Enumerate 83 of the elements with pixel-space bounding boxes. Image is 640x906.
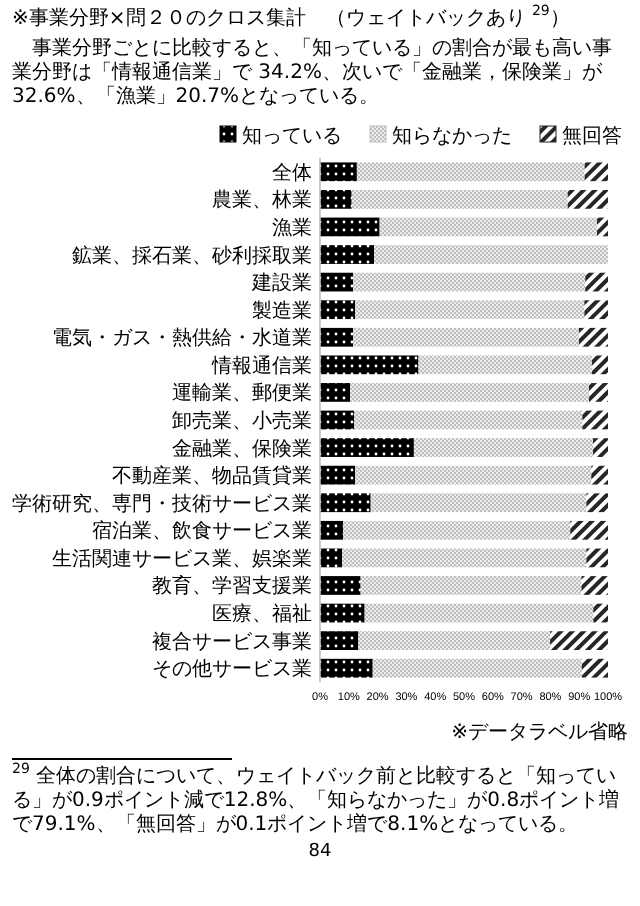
bar: [351, 189, 568, 209]
y-tick-label: 宿泊業、飲食サービス業: [92, 519, 312, 544]
text: $^{29}$ 全体の割合について、ウェイトバック前と比較すると「知っている」が0.9ポイント減で12.8%、「知らなかった」が0.8ポイント増で79.1%、「無回答」が0.1ポイント増で8.1%となっている。: [12, 761, 622, 838]
bar: [320, 493, 371, 513]
y-tick-label: 生活関連サービス業、娯楽業: [52, 546, 312, 571]
bar: [320, 548, 343, 568]
bar: [413, 438, 594, 457]
bar: [320, 272, 354, 292]
bar: [581, 576, 608, 595]
y-tick-label: 電気・ガス・熱供給・水道業: [52, 326, 312, 351]
chart-subtitle: 事業分野ごとに比較すると、「知っている」の割合が最も高い事業分野は「情報通信業」で 34.2%、次いで「金融業，保険業」が 32.6%、「漁業」20.7%となっている。: [12, 38, 614, 110]
y-tick-label: 運輸業、郵便業: [172, 381, 312, 406]
bar: [581, 658, 608, 678]
bar: [320, 217, 380, 237]
bar: [588, 383, 608, 402]
bar: [355, 300, 585, 320]
bar: [570, 520, 608, 540]
bar: [353, 272, 586, 292]
bar: [360, 576, 582, 595]
text: ※データラベル省略: [449, 722, 628, 746]
bar: [358, 631, 551, 651]
y-tick-label: 製造業: [252, 298, 312, 323]
legend-label: 知らなかった: [392, 124, 512, 148]
bar: [320, 631, 359, 651]
bar: [320, 162, 357, 182]
y-tick-label: その他サービス業: [152, 657, 312, 682]
y-tick-label: 全体: [272, 160, 312, 185]
bar: [593, 603, 608, 623]
y-tick-label: 学術研究、専門・技術サービス業: [12, 491, 312, 516]
bar: [320, 603, 365, 623]
bar: [343, 520, 571, 540]
bar: [355, 465, 592, 485]
chart-title: ※事業分野×問２０のクロス集計 （ウェイトバックあり $^{29}$）: [12, 3, 572, 32]
bar: [591, 465, 608, 485]
bar: [372, 658, 582, 678]
bar: [584, 300, 608, 320]
bar: [586, 548, 608, 568]
bar: [550, 631, 608, 651]
bar: [353, 327, 579, 347]
bar: [350, 383, 589, 402]
bar: [320, 438, 414, 457]
bar: [374, 245, 608, 264]
bar: [354, 410, 583, 430]
bar: [320, 465, 356, 485]
bar: [593, 438, 608, 457]
bar: [320, 245, 375, 264]
bar: [320, 189, 352, 209]
y-tick-label: 教育、学習支援業: [152, 574, 312, 599]
legend-label: 無回答: [562, 124, 622, 148]
bar: [320, 410, 355, 430]
bar: [379, 217, 598, 237]
y-tick-label: 建設業: [250, 271, 312, 296]
bar: [370, 493, 587, 513]
bar: [584, 162, 608, 182]
y-tick-label: 複合サービス事業: [152, 629, 312, 654]
y-tick-label: 情報通信業: [210, 353, 312, 378]
y-tick-label: 鉱業、採石業、砂利採取業: [72, 243, 312, 268]
bar: [356, 162, 585, 182]
bar: [591, 355, 608, 375]
bar: [320, 300, 356, 320]
bar: [320, 355, 419, 375]
bar: [364, 603, 594, 623]
bar: [418, 355, 592, 375]
bar: [585, 272, 608, 292]
y-tick-label: 卸売業、小売業: [172, 409, 312, 433]
y-tick-label: 漁業: [272, 215, 312, 240]
bar: [582, 410, 608, 430]
legend-label: 知っている: [242, 124, 342, 148]
text: 84: [306, 842, 334, 862]
y-tick-label: 農業、林業: [212, 188, 312, 213]
y-tick-label: 不動産業、物品賃貸業: [112, 464, 312, 489]
bar: [320, 520, 344, 540]
bar: [342, 548, 587, 568]
bar: [320, 383, 351, 402]
bar: [586, 493, 608, 513]
bar: [578, 327, 608, 347]
bar: [320, 576, 361, 595]
bar: [597, 217, 608, 237]
y-tick-label: 医療、福祉: [212, 602, 312, 627]
bar: [567, 189, 608, 209]
y-tick-label: 金融業、保険業: [172, 436, 312, 461]
bar: [320, 658, 373, 678]
bar: [320, 327, 354, 347]
